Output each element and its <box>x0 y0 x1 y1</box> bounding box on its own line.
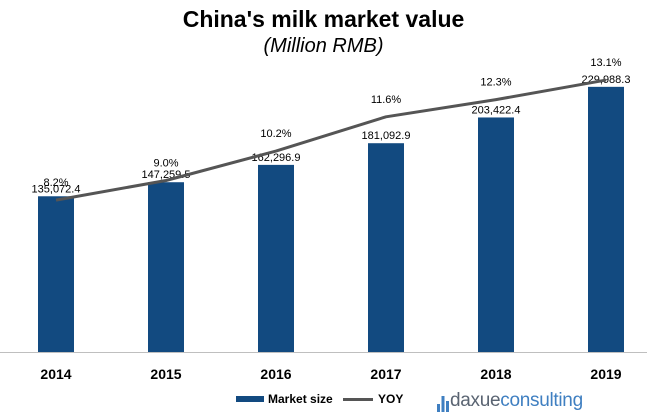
logo-part2: consulting <box>500 390 583 411</box>
legend-swatch-market-size <box>236 396 264 402</box>
yoy-label-2016: 10.2% <box>260 128 291 140</box>
bar-label-2016: 162,296.9 <box>252 152 301 164</box>
daxue-consulting-logo: daxueconsulting <box>436 390 583 412</box>
yoy-label-2015: 9.0% <box>153 158 178 170</box>
bar-logo-icon <box>437 396 449 412</box>
chart-subtitle: (Million RMB) <box>263 35 384 57</box>
legend-label-market-size: Market size <box>268 392 333 406</box>
bar-market-size-2018 <box>478 117 514 352</box>
x-tick-2015: 2015 <box>150 366 181 382</box>
bar-market-size-2017 <box>368 143 404 352</box>
x-tick-2019: 2019 <box>590 366 621 382</box>
yoy-label-2017: 11.6% <box>371 94 402 106</box>
logo-part1: daxue <box>450 390 501 411</box>
chart-title: China's milk market value <box>182 6 465 32</box>
x-tick-2018: 2018 <box>480 366 511 382</box>
x-tick-2014: 2014 <box>40 366 71 382</box>
bar-label-2014: 135,072.4 <box>32 183 81 195</box>
bar-market-size-2019 <box>588 86 624 352</box>
yoy-label-2018: 12.3% <box>480 77 511 89</box>
chart-legend: Market size YOY <box>0 390 647 414</box>
x-tick-2017: 2017 <box>370 366 401 382</box>
x-tick-2016: 2016 <box>260 366 291 382</box>
bar-market-size-2014 <box>38 196 74 352</box>
bar-market-size-2015 <box>148 182 184 352</box>
bar-label-2018: 203,422.4 <box>472 104 521 116</box>
yoy-label-2019: 13.1% <box>590 57 621 69</box>
bar-market-size-2016 <box>258 164 294 352</box>
bar-label-2017: 181,092.9 <box>362 130 411 142</box>
legend-swatch-yoy <box>343 397 373 401</box>
yoy-label-2014: 8.2% <box>43 177 68 189</box>
legend-label-yoy: YOY <box>378 392 404 406</box>
legend-item-market-size: Market size <box>236 392 333 406</box>
logo-wordmark: daxueconsulting <box>450 390 583 412</box>
legend-item-yoy: YOY <box>343 392 403 406</box>
line-yoy <box>55 78 607 202</box>
